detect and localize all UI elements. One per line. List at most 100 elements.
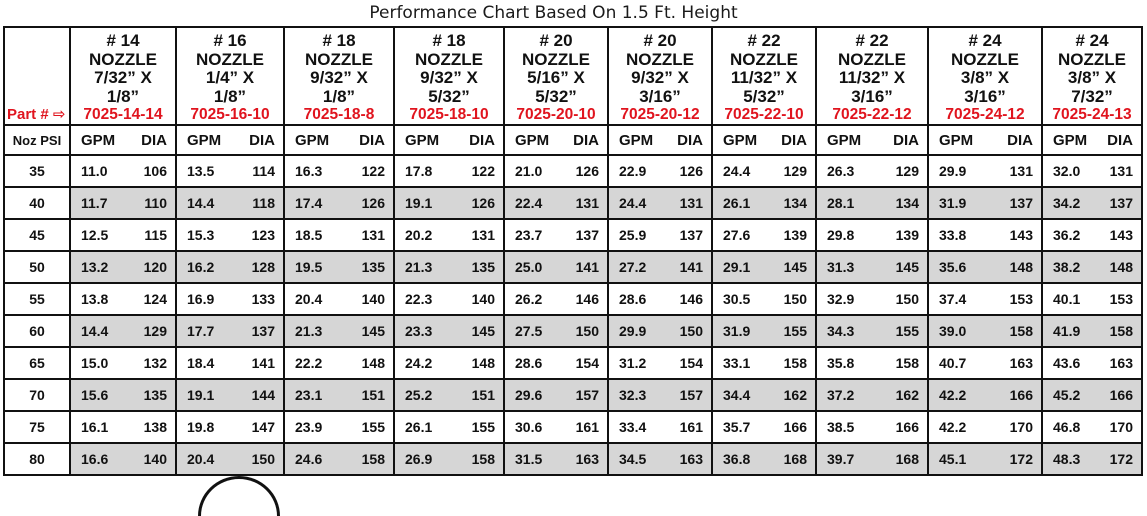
- dia-header: DIA: [893, 131, 919, 149]
- value-cell: 14.4 129: [69, 314, 177, 348]
- value-cell: 37.2 162: [815, 378, 929, 412]
- gpm-dia-header-2: GPM DIA: [283, 124, 395, 156]
- dia-value: 148: [1009, 259, 1033, 275]
- gpm-value: 23.9: [295, 419, 323, 435]
- value-cell: 24.4 129: [711, 154, 817, 188]
- gpm-value: 40.7: [939, 355, 967, 371]
- gpm-value: 26.1: [405, 419, 433, 435]
- value-cell: 19.1 144: [175, 378, 285, 412]
- value-cell: 11.7 110: [69, 186, 177, 220]
- nozzle-dims2: 7/32”: [1071, 86, 1113, 106]
- value-cell: 31.3 145: [815, 250, 929, 284]
- gpm-value: 28.6: [515, 355, 543, 371]
- dia-value: 153: [1009, 291, 1033, 307]
- value-cell: 33.4 161: [607, 410, 713, 444]
- gpm-value: 39.0: [939, 323, 967, 339]
- value-cell: 35.6 148: [927, 250, 1043, 284]
- value-cell: 26.1 155: [393, 410, 505, 444]
- psi-cell: 45: [3, 218, 71, 252]
- gpm-value: 30.6: [515, 419, 543, 435]
- gpm-value: 19.1: [405, 195, 433, 211]
- value-cell: 40.1 153: [1041, 282, 1143, 316]
- gpm-value: 13.8: [81, 291, 109, 307]
- value-cell: 37.4 153: [927, 282, 1043, 316]
- value-cell: 48.3 172: [1041, 442, 1143, 476]
- dia-value: 139: [895, 227, 919, 243]
- dia-value: 150: [895, 291, 919, 307]
- gpm-dia-header-9: GPM DIA: [1041, 124, 1143, 156]
- table-row: 75 16.1 138 19.8 147 23.9 155 26.1 155 30.6 161 33.…: [3, 410, 1143, 444]
- gpm-value: 16.3: [295, 163, 323, 179]
- nozzle-dims2: 1/8”: [213, 86, 247, 106]
- table-row: 80 16.6 140 20.4 150 24.6 158 26.9 158 31.5 163 34.…: [3, 442, 1143, 476]
- value-cell: 34.4 162: [711, 378, 817, 412]
- dia-value: 166: [1109, 387, 1133, 403]
- dia-value: 150: [575, 323, 599, 339]
- gpm-value: 25.2: [405, 387, 433, 403]
- noz-psi-header: Noz PSI: [3, 124, 71, 156]
- nozzle-name: NOZZLE: [1058, 49, 1126, 69]
- dia-value: 140: [143, 451, 167, 467]
- value-cell: 32.3 157: [607, 378, 713, 412]
- value-cell: 28.6 154: [503, 346, 609, 380]
- dia-value: 145: [895, 259, 919, 275]
- value-cell: 46.8 170: [1041, 410, 1143, 444]
- dia-value: 158: [1109, 323, 1133, 339]
- gpm-value: 17.8: [405, 163, 433, 179]
- gpm-dia-header-7: GPM DIA: [815, 124, 929, 156]
- gpm-value: 13.5: [187, 163, 215, 179]
- nozzle-size: # 14: [106, 31, 140, 50]
- gpm-value: 45.2: [1053, 387, 1081, 403]
- gpm-value: 28.1: [827, 195, 855, 211]
- nozzle-dims2: 5/32”: [743, 86, 785, 106]
- value-cell: 31.9 137: [927, 186, 1043, 220]
- gpm-value: 18.5: [295, 227, 323, 243]
- value-cell: 19.1 126: [393, 186, 505, 220]
- dia-value: 157: [575, 387, 599, 403]
- dia-value: 141: [251, 355, 275, 371]
- dia-value: 162: [895, 387, 919, 403]
- dia-value: 126: [471, 195, 495, 211]
- dia-value: 131: [575, 195, 599, 211]
- psi-cell: 40: [3, 186, 71, 220]
- dia-value: 129: [895, 163, 919, 179]
- gpm-value: 35.8: [827, 355, 855, 371]
- psi-cell: 75: [3, 410, 71, 444]
- dia-value: 135: [143, 387, 167, 403]
- dia-value: 158: [1009, 323, 1033, 339]
- value-cell: 16.9 133: [175, 282, 285, 316]
- dia-value: 131: [1009, 163, 1033, 179]
- dia-value: 131: [471, 227, 495, 243]
- gpm-value: 37.2: [827, 387, 855, 403]
- gpm-dia-header-6: GPM DIA: [711, 124, 817, 156]
- nozzle-name: NOZZLE: [626, 49, 694, 69]
- nozzle-size: # 24: [968, 31, 1002, 50]
- gpm-value: 24.4: [619, 195, 647, 211]
- value-cell: 42.2 170: [927, 410, 1043, 444]
- dia-value: 139: [783, 227, 807, 243]
- gpm-value: 39.7: [827, 451, 855, 467]
- gpm-header: GPM: [827, 131, 862, 149]
- nozzle-name: NOZZLE: [951, 49, 1019, 69]
- gpm-value: 36.8: [723, 451, 751, 467]
- part-number: 7025-22-10: [724, 106, 804, 123]
- value-cell: 23.3 145: [393, 314, 505, 348]
- value-cell: 34.2 137: [1041, 186, 1143, 220]
- gpm-value: 13.2: [81, 259, 109, 275]
- nozzle-size: # 20: [539, 31, 573, 50]
- value-cell: 38.2 148: [1041, 250, 1143, 284]
- table-row: 70 15.6 135 19.1 144 23.1 151 25.2 151 29.6 157 32.…: [3, 378, 1143, 412]
- value-cell: 24.2 148: [393, 346, 505, 380]
- gpm-value: 21.0: [515, 163, 543, 179]
- value-cell: 15.3 123: [175, 218, 285, 252]
- gpm-header: GPM: [295, 131, 330, 149]
- dia-value: 170: [1009, 419, 1033, 435]
- gpm-value: 11.7: [81, 195, 108, 211]
- nozzle-header-row: Part # ⇨ # 14 NOZZLE 7/32” X 1/8” 7025-14-14…: [3, 26, 1143, 126]
- part-number: 7025-14-14: [83, 106, 163, 123]
- value-cell: 22.2 148: [283, 346, 395, 380]
- value-cell: 16.2 128: [175, 250, 285, 284]
- value-cell: 29.9 131: [927, 154, 1043, 188]
- part-number: 7025-20-12: [620, 106, 700, 123]
- gpm-value: 36.2: [1053, 227, 1081, 243]
